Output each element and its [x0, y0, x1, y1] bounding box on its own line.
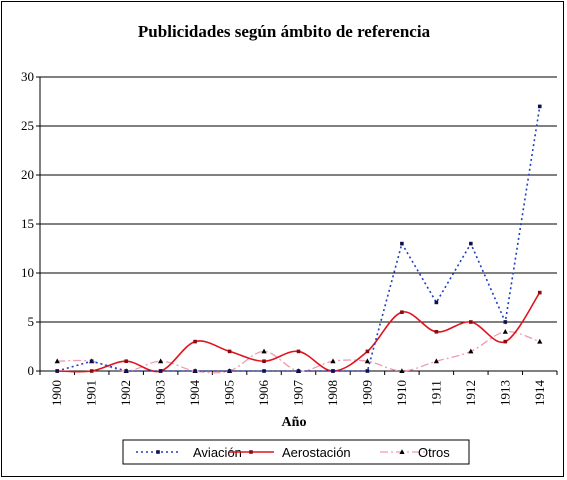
data-point	[55, 369, 60, 373]
data-point	[537, 104, 542, 109]
y-tick-label: 15	[21, 216, 34, 231]
data-point	[469, 241, 473, 246]
data-point	[502, 329, 508, 334]
data-point	[503, 320, 508, 324]
data-point	[89, 359, 94, 363]
data-point	[296, 369, 301, 373]
data-point	[365, 349, 370, 354]
data-point	[193, 369, 197, 373]
data-point	[296, 349, 301, 354]
x-tick-label: 1914	[532, 380, 547, 407]
x-axis-label: Año	[282, 415, 307, 430]
x-tick-label: 1910	[394, 380, 409, 406]
data-point	[227, 349, 232, 354]
y-tick-label: 10	[21, 265, 34, 280]
data-point	[89, 369, 94, 373]
legend-marker	[399, 449, 405, 454]
grid-lines	[40, 76, 557, 323]
data-point	[537, 290, 542, 295]
data-point	[503, 339, 508, 344]
legend-marker	[249, 450, 253, 454]
x-tick-label: 1908	[325, 380, 340, 406]
data-point	[364, 358, 371, 364]
data-point	[262, 359, 266, 363]
data-point	[365, 369, 370, 373]
series-line	[57, 292, 541, 373]
data-point	[434, 330, 439, 334]
legend: Aviación Aerostación Otros	[122, 439, 470, 465]
y-tick-label: 5	[28, 314, 35, 329]
x-tick-label: 1909	[359, 380, 374, 406]
legend-label: Aerostación	[282, 445, 351, 460]
data-point	[262, 369, 266, 373]
x-tick-label: 1905	[222, 380, 237, 406]
data-point	[469, 320, 473, 324]
data-point	[400, 241, 404, 246]
x-axis-ticks: 1900 1901 1902 1903 1904 1905 1906 1907 1908 1909…	[39, 371, 558, 407]
x-tick-label: 1901	[84, 380, 99, 406]
data-point	[537, 338, 543, 344]
data-point	[124, 369, 128, 373]
data-point	[54, 358, 60, 364]
data-point	[330, 358, 336, 364]
x-tick-label: 1912	[463, 380, 478, 406]
data-point	[331, 369, 335, 373]
y-tick-label: 25	[21, 118, 34, 133]
series-layer	[54, 104, 543, 374]
data-point	[468, 348, 474, 354]
data-point	[227, 369, 232, 373]
y-axis-ticks: 0 5 10 15 20 25 30	[21, 69, 40, 378]
x-tick-label: 1913	[497, 380, 512, 406]
x-tick-label: 1911	[428, 380, 443, 406]
data-point	[434, 300, 439, 305]
legend-label: Aviación	[193, 445, 242, 460]
chart-title: Publicidades según ámbito de referencia	[138, 22, 431, 41]
data-point	[124, 359, 128, 363]
legend-item: Otros	[380, 445, 450, 460]
x-tick-label: 1903	[153, 380, 168, 406]
data-point	[433, 358, 439, 364]
y-tick-label: 20	[21, 167, 34, 182]
series-line	[57, 106, 541, 372]
x-tick-label: 1900	[49, 380, 64, 406]
series-0	[55, 104, 542, 373]
y-tick-label: 0	[28, 363, 35, 378]
x-tick-label: 1906	[256, 380, 271, 407]
data-point	[158, 369, 163, 373]
data-point	[261, 348, 267, 354]
legend-marker	[156, 450, 160, 454]
data-point	[399, 368, 405, 373]
data-point	[158, 358, 164, 364]
data-point	[193, 339, 197, 344]
legend-item: Aerostación	[229, 445, 351, 460]
legend-box	[122, 439, 470, 465]
x-tick-label: 1904	[187, 380, 202, 407]
x-tick-label: 1902	[118, 380, 133, 406]
data-point	[400, 310, 404, 314]
series-1	[55, 290, 542, 373]
x-tick-label: 1907	[291, 380, 306, 407]
legend-item: Aviación	[136, 445, 242, 460]
legend-label: Otros	[418, 445, 450, 460]
y-tick-label: 30	[21, 69, 34, 84]
